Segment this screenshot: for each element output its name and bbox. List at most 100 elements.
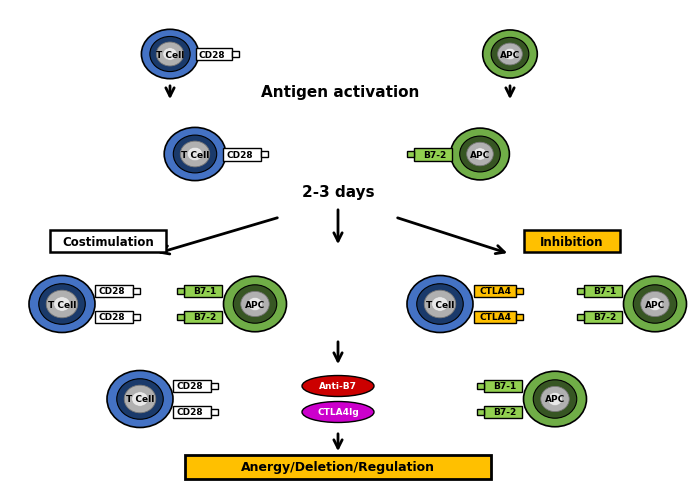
Text: B7-1: B7-1	[193, 287, 216, 296]
Text: Anti-B7: Anti-B7	[319, 382, 357, 391]
Text: Antigen activation: Antigen activation	[261, 85, 419, 100]
Text: B7-1: B7-1	[494, 382, 517, 391]
Bar	[177, 314, 184, 320]
Text: CTLA4: CTLA4	[479, 287, 511, 296]
Ellipse shape	[132, 392, 148, 406]
Text: APC: APC	[500, 51, 520, 60]
Bar	[414, 148, 452, 161]
Ellipse shape	[141, 30, 199, 80]
Ellipse shape	[181, 142, 210, 167]
Ellipse shape	[640, 292, 669, 317]
FancyBboxPatch shape	[524, 230, 620, 253]
Bar	[584, 286, 622, 298]
Text: T Cell: T Cell	[156, 51, 184, 60]
Bar	[95, 312, 133, 323]
Text: Anergy/Deletion/Regulation: Anergy/Deletion/Regulation	[241, 460, 435, 473]
Bar	[516, 314, 523, 320]
Text: T Cell: T Cell	[181, 150, 209, 159]
Bar	[474, 312, 516, 323]
Ellipse shape	[483, 31, 538, 79]
Text: CTLA4Ig: CTLA4Ig	[317, 408, 359, 417]
Text: CD28: CD28	[227, 150, 253, 159]
Ellipse shape	[38, 284, 85, 325]
Text: APC: APC	[245, 300, 265, 309]
Bar	[516, 289, 523, 295]
Bar	[223, 148, 261, 161]
Text: CD28: CD28	[99, 313, 125, 322]
Bar	[232, 52, 239, 58]
Ellipse shape	[248, 298, 262, 311]
Bar	[196, 49, 232, 61]
Ellipse shape	[460, 137, 500, 172]
Bar	[477, 383, 484, 389]
Ellipse shape	[473, 148, 486, 161]
Ellipse shape	[188, 148, 203, 161]
FancyBboxPatch shape	[50, 230, 166, 253]
Ellipse shape	[451, 129, 510, 180]
Bar	[261, 151, 268, 158]
Ellipse shape	[624, 277, 687, 332]
Ellipse shape	[634, 285, 677, 324]
Ellipse shape	[163, 49, 177, 61]
Ellipse shape	[156, 43, 183, 67]
Text: B7-2: B7-2	[193, 313, 216, 322]
Text: B7-2: B7-2	[594, 313, 617, 322]
Bar	[95, 286, 133, 298]
Bar	[407, 151, 414, 158]
Text: APC: APC	[545, 395, 565, 404]
Ellipse shape	[233, 285, 276, 324]
Ellipse shape	[498, 44, 522, 66]
Bar	[577, 289, 584, 295]
Ellipse shape	[540, 387, 569, 412]
FancyBboxPatch shape	[185, 455, 491, 479]
Ellipse shape	[524, 372, 587, 427]
Bar	[184, 286, 222, 298]
Text: CD28: CD28	[176, 408, 203, 417]
Text: T Cell: T Cell	[426, 300, 454, 309]
Bar	[133, 289, 140, 295]
Text: CTLA4: CTLA4	[479, 313, 511, 322]
Ellipse shape	[504, 49, 516, 61]
Ellipse shape	[164, 128, 226, 181]
Ellipse shape	[223, 277, 286, 332]
Ellipse shape	[416, 284, 463, 325]
Ellipse shape	[302, 402, 374, 423]
Ellipse shape	[46, 291, 78, 318]
Ellipse shape	[407, 276, 473, 333]
Ellipse shape	[548, 393, 562, 406]
Bar	[477, 409, 484, 415]
Bar	[184, 312, 222, 323]
Ellipse shape	[150, 38, 190, 73]
Text: CD28: CD28	[199, 51, 225, 60]
Bar	[211, 383, 218, 389]
Text: Costimulation: Costimulation	[62, 235, 154, 248]
Bar	[133, 314, 140, 320]
Bar	[484, 406, 522, 418]
Ellipse shape	[29, 276, 95, 333]
Text: B7-2: B7-2	[494, 408, 517, 417]
Ellipse shape	[491, 38, 529, 72]
Ellipse shape	[302, 376, 374, 397]
Ellipse shape	[424, 291, 456, 318]
Bar	[474, 286, 516, 298]
Bar	[177, 289, 184, 295]
Text: T Cell: T Cell	[126, 395, 154, 404]
Text: CD28: CD28	[99, 287, 125, 296]
Bar	[584, 312, 622, 323]
Text: 2-3 days: 2-3 days	[302, 185, 374, 200]
Ellipse shape	[241, 292, 270, 317]
Bar	[577, 314, 584, 320]
Ellipse shape	[125, 385, 156, 413]
Bar	[173, 380, 211, 392]
Ellipse shape	[432, 297, 448, 312]
Bar	[484, 380, 522, 392]
Ellipse shape	[648, 298, 662, 311]
Ellipse shape	[174, 136, 217, 173]
Text: Inhibition: Inhibition	[540, 235, 603, 248]
Bar	[173, 406, 211, 418]
Text: B7-1: B7-1	[594, 287, 617, 296]
Ellipse shape	[533, 380, 577, 418]
Ellipse shape	[117, 379, 163, 419]
Ellipse shape	[54, 297, 70, 312]
Text: APC: APC	[470, 150, 490, 159]
